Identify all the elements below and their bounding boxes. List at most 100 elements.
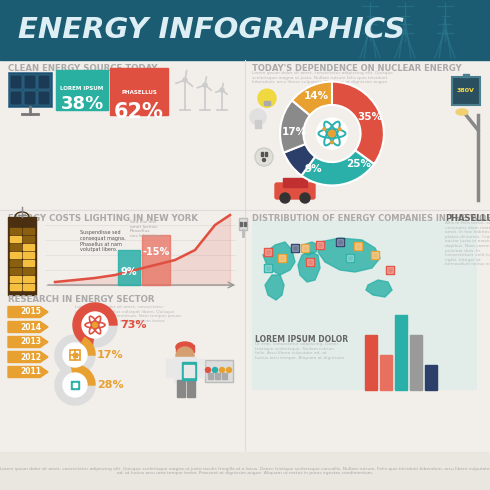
Text: 28%: 28% [97,380,123,390]
Bar [56,70,108,110]
Text: Lorem ipsum dolor sit amet, consectetur adipiscing elit. Quisque
scelerisque mag: Lorem ipsum dolor sit amet, consectetur … [252,71,393,84]
Circle shape [63,343,87,367]
Bar [8,217,36,295]
Ellipse shape [176,342,194,352]
Circle shape [205,368,211,372]
Bar [425,365,437,390]
Circle shape [317,118,347,149]
Text: ENERGY INFOGRAPHICS: ENERGY INFOGRAPHICS [18,16,405,44]
Bar [307,259,313,265]
Bar [205,360,233,382]
Text: 62%: 62% [114,102,164,122]
Bar [187,380,195,397]
Bar [279,255,285,261]
Bar [184,365,194,377]
Polygon shape [73,303,117,347]
Bar [395,315,407,390]
Bar [291,244,299,252]
Text: 2014: 2014 [20,322,41,332]
Bar [278,254,286,262]
Bar [380,355,392,390]
Polygon shape [366,280,392,297]
Bar [23,236,34,242]
Wedge shape [332,82,384,164]
Circle shape [258,89,276,107]
Bar [365,335,377,390]
Polygon shape [55,335,95,375]
Circle shape [300,193,310,203]
Bar [452,77,480,105]
Bar [265,265,271,271]
Bar [24,91,36,105]
Text: PHASELLUS: PHASELLUS [121,90,157,95]
Polygon shape [263,242,295,275]
Text: CLEAN ENERGY SOURCE TODAY: CLEAN ENERGY SOURCE TODAY [8,64,157,73]
FancyArrow shape [8,351,48,363]
Text: TODAY'S DEPENDENCE ON NUCLEAR ENERGY: TODAY'S DEPENDENCE ON NUCLEAR ENERGY [252,64,462,73]
Bar [23,228,34,234]
Ellipse shape [456,109,468,115]
Bar [306,258,314,266]
Circle shape [323,128,326,130]
Bar [23,260,34,266]
Polygon shape [73,303,117,347]
Text: RESEARCH IN ENERGY SECTOR: RESEARCH IN ENERGY SECTOR [8,295,154,304]
Bar [10,268,21,274]
FancyArrow shape [8,307,48,318]
Bar [264,264,272,272]
Text: Ut erat, consectetur adipiscing. Donec
tristique scelerisque. Nullam rutrum
feli: Ut erat, consectetur adipiscing. Donec t… [255,342,345,360]
Bar [215,373,220,379]
Bar [38,91,50,105]
Bar [10,91,22,105]
Text: 2012: 2012 [20,352,41,362]
Text: ENERGY COSTS LIGHTING IN NEW YORK: ENERGY COSTS LIGHTING IN NEW YORK [8,214,198,223]
Circle shape [331,141,333,144]
Bar [71,381,79,389]
Text: Sed nisi nisi
amet lacinia.
Phasellus
nec bibendum.: Sed nisi nisi amet lacinia. Phasellus ne… [130,220,163,238]
Circle shape [220,88,224,92]
FancyArrow shape [8,367,48,377]
Text: DISTRIBUTION OF ENERGY COMPANIES IN THE WORLD: DISTRIBUTION OF ENERGY COMPANIES IN THE … [252,214,490,223]
Text: 9%: 9% [305,164,322,174]
Bar [265,152,267,156]
Text: LOREM IPSUM: LOREM IPSUM [60,86,103,91]
Bar [142,235,170,285]
Polygon shape [318,238,380,272]
Bar [252,220,477,390]
Text: 14%: 14% [304,91,329,101]
Text: 380V: 380V [457,89,475,94]
Circle shape [280,193,290,203]
Text: 9%: 9% [121,267,137,277]
Circle shape [82,312,108,338]
Polygon shape [265,275,284,300]
Polygon shape [81,338,95,355]
Polygon shape [302,242,318,255]
Text: 35%: 35% [357,112,382,122]
Text: 2013: 2013 [20,338,41,346]
Circle shape [255,148,273,166]
Text: Lorem ipsum dolor sit amet, consectetur
adipiscing. Phasellus volutpat libero. Q: Lorem ipsum dolor sit amet, consectetur … [75,305,181,323]
Wedge shape [284,144,315,175]
FancyArrow shape [8,321,48,333]
FancyBboxPatch shape [275,183,315,199]
Bar [386,266,394,274]
Bar [301,244,309,252]
Bar [73,383,77,387]
Text: Allis in felis tortor, sed
venenatis diam mattis id
amet. In hac habitasse
plate: Allis in felis tortor, sed venenatis dia… [445,221,490,267]
Bar [240,222,242,226]
Bar [8,72,52,107]
Circle shape [220,368,224,372]
Bar [387,267,393,273]
Circle shape [263,158,266,162]
Circle shape [93,322,98,327]
Bar [264,101,270,105]
Bar [316,241,324,249]
Bar [23,268,34,274]
Text: -15%: -15% [143,247,170,257]
Bar [177,380,185,397]
Polygon shape [71,365,95,385]
Bar [355,243,361,249]
Bar [336,238,344,246]
Bar [10,244,21,250]
Bar [176,345,194,352]
